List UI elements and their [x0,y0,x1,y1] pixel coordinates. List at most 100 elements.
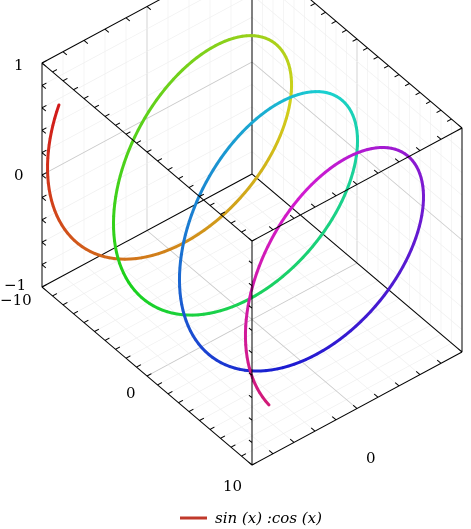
y-tick [373,393,379,398]
y-tick [394,382,400,387]
tick-marks [41,2,463,466]
x-tick [167,390,173,395]
y-tick [331,416,337,421]
z-tick [41,286,47,291]
x-tick [341,29,347,33]
x-tick [188,184,194,189]
z-tick [41,82,47,86]
z-tick-label-bottom: −1 [4,276,26,294]
x-tick [157,382,163,386]
x-tick [199,193,205,197]
x-tick [230,220,236,224]
box-edge [41,173,253,288]
grid-line-floor-y [62,275,274,454]
y-tick [373,169,379,174]
grid-line-backwall-z [251,16,463,196]
y-tick [457,348,463,353]
grid-line-leftwall-z [41,128,253,243]
z-tick [41,219,47,224]
y-tick [289,214,295,219]
z-tick [41,284,47,288]
legend-label: sin (x) :cos (x) [215,509,322,527]
y-tick-label-mid: 0 [366,449,376,467]
x-tick [331,20,337,25]
x-tick [241,453,247,457]
y-tick [289,438,295,443]
y-tick [104,28,110,33]
x-tick [220,435,226,439]
z-tick [41,261,47,266]
grid-line-backwall-z [251,106,463,286]
z-tick [248,372,253,376]
z-tick [248,260,253,264]
x-tick [73,310,79,315]
z-tick [41,129,47,134]
z-tick [41,197,47,202]
x-tick [241,229,247,233]
x-tick [209,426,215,430]
x-tick [425,100,431,105]
z-tick [41,241,47,246]
x-tick [83,95,89,100]
x-tick [136,364,142,368]
x-tick [62,77,68,82]
z-tick [41,216,47,221]
z-tick [248,305,253,309]
x-tick [320,11,326,16]
x-tick-label-mid: 0 [126,384,136,402]
x-tick [457,127,463,131]
back-box-edges [41,0,463,353]
x-tick [94,104,100,108]
z-tick [41,172,47,176]
x-tick [220,211,226,215]
z-tick [41,264,47,269]
z-tick-label-mid: 0 [14,166,24,184]
x-tick [125,355,131,359]
y-tick [268,226,274,231]
y-tick [394,158,400,163]
x-tick [73,86,79,91]
x-tick [83,319,89,324]
z-tick-label-top: 1 [14,56,24,74]
z-tick [41,127,47,131]
x-tick [94,328,100,332]
z-tick [41,62,47,67]
x-tick [383,65,389,69]
z-tick [41,194,47,198]
z-tick [41,60,47,64]
grid-line-backwall-z [257,0,463,174]
grid-line-backwall-z [251,128,463,308]
x-tick [436,109,442,114]
z-tick [248,327,253,331]
x-tick [199,417,205,421]
y-tick [436,135,442,140]
helix-curve [46,34,425,407]
x-tick [188,408,194,413]
y-tick [268,450,274,455]
grid-line-floor-y [104,252,316,432]
x-tick [146,373,152,377]
x-tick [362,47,368,51]
z-tick [41,152,47,157]
x-tick [136,140,142,144]
x-tick [178,399,184,404]
legend: sin (x) :cos (x) [180,509,322,527]
x-tick [115,346,121,350]
grid-line-leftwall-z [41,61,253,176]
x-tick [115,122,121,126]
y-tick [331,192,337,197]
x-tick [146,149,152,153]
y-tick [310,427,316,432]
x-tick-label-end: 10 [223,477,242,495]
y-tick [310,203,316,208]
box-edge [251,173,463,353]
grid-line-leftwall-z [41,0,243,109]
x-tick [178,175,184,180]
y-tick [415,370,421,375]
z-tick [248,462,253,466]
x-tick-label-start: −10 [0,291,32,309]
x-tick [104,337,110,341]
grid-line-leftwall-z [41,16,253,131]
z-tick [248,417,253,421]
grid-line-backwall-z [251,151,463,330]
